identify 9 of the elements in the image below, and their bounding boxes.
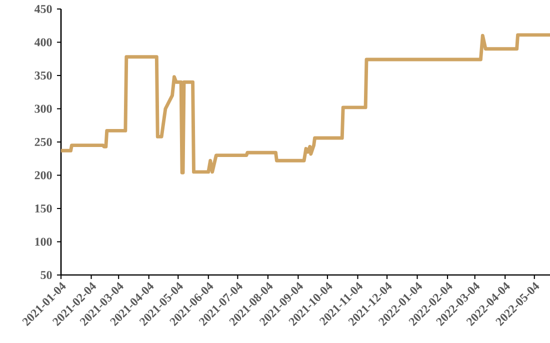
y-tick-label: 300 [34, 104, 52, 113]
y-tick-label: 150 [35, 204, 52, 213]
y-tick-label: 200 [34, 171, 52, 180]
y-tick-label: 100 [35, 238, 52, 246]
y-tick-label: 450 [34, 4, 52, 14]
y-tick-label: 250 [34, 138, 52, 146]
y-tick-label: 50 [40, 270, 52, 280]
y-tick-label: 400 [34, 38, 52, 46]
y-tick-label: 350 [34, 71, 52, 80]
